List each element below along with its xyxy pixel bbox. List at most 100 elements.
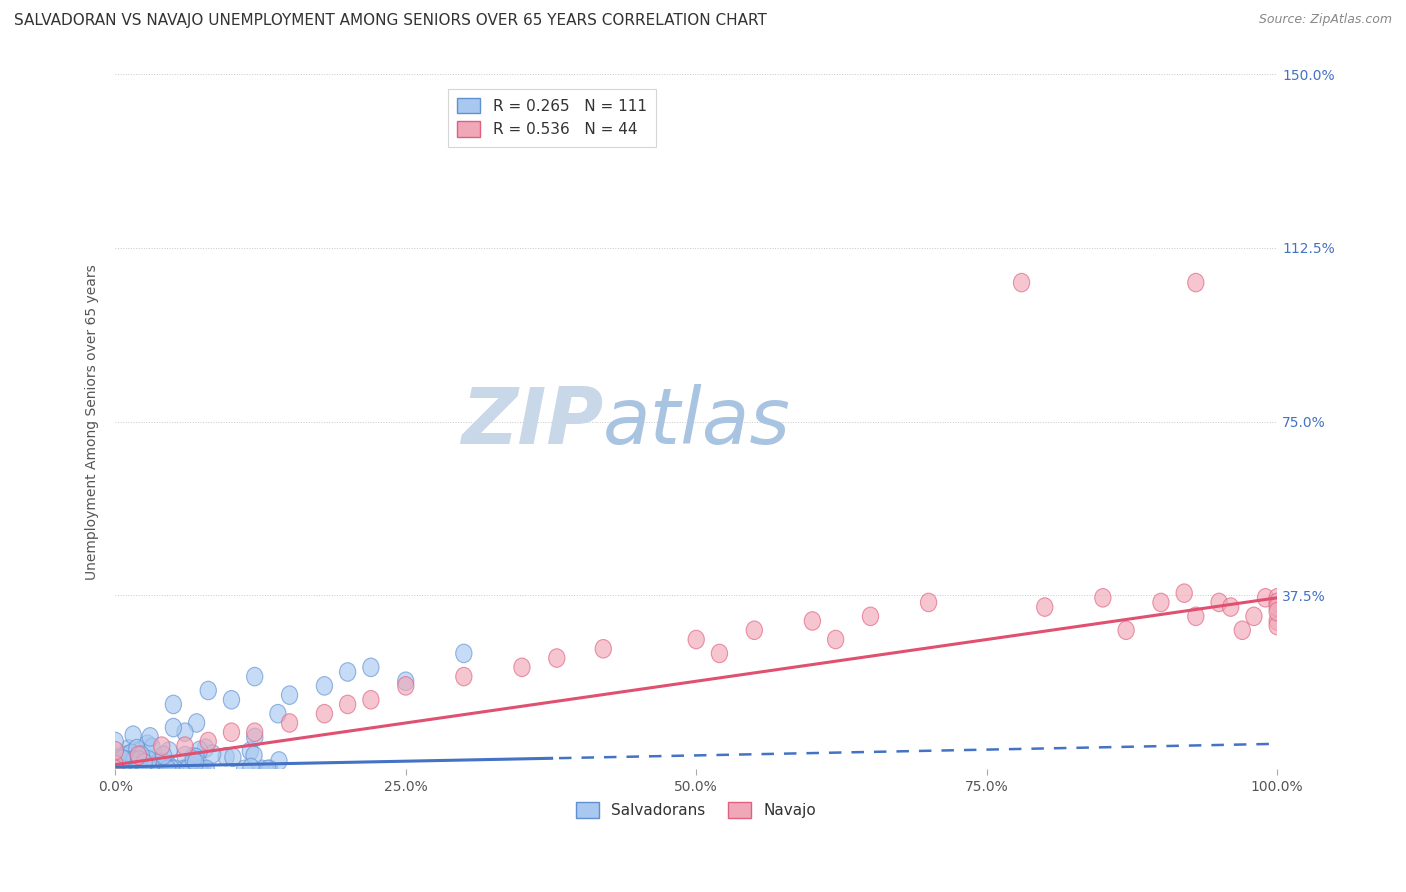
Ellipse shape <box>595 640 612 658</box>
Ellipse shape <box>122 760 139 779</box>
Ellipse shape <box>155 746 172 764</box>
Ellipse shape <box>339 663 356 681</box>
Ellipse shape <box>166 718 181 737</box>
Ellipse shape <box>160 742 177 760</box>
Ellipse shape <box>1188 607 1204 625</box>
Ellipse shape <box>146 760 163 779</box>
Ellipse shape <box>128 754 143 772</box>
Ellipse shape <box>148 759 163 778</box>
Ellipse shape <box>167 760 183 779</box>
Ellipse shape <box>270 705 285 723</box>
Ellipse shape <box>711 644 727 663</box>
Ellipse shape <box>142 728 159 746</box>
Ellipse shape <box>176 760 193 779</box>
Ellipse shape <box>131 746 146 764</box>
Ellipse shape <box>112 760 129 779</box>
Ellipse shape <box>108 752 124 771</box>
Ellipse shape <box>124 760 139 779</box>
Ellipse shape <box>363 658 380 677</box>
Ellipse shape <box>180 760 195 779</box>
Ellipse shape <box>177 737 193 756</box>
Ellipse shape <box>134 746 149 764</box>
Ellipse shape <box>316 677 333 695</box>
Ellipse shape <box>162 757 179 776</box>
Ellipse shape <box>125 755 142 773</box>
Ellipse shape <box>125 726 141 745</box>
Ellipse shape <box>114 760 131 779</box>
Ellipse shape <box>1175 584 1192 602</box>
Ellipse shape <box>121 747 136 765</box>
Ellipse shape <box>128 760 143 779</box>
Ellipse shape <box>921 593 936 612</box>
Ellipse shape <box>246 723 263 741</box>
Ellipse shape <box>262 760 278 779</box>
Ellipse shape <box>398 672 413 690</box>
Ellipse shape <box>141 751 156 770</box>
Ellipse shape <box>1095 589 1111 607</box>
Ellipse shape <box>191 741 208 760</box>
Ellipse shape <box>125 760 141 778</box>
Ellipse shape <box>194 760 211 779</box>
Ellipse shape <box>121 757 138 775</box>
Legend: Salvadorans, Navajo: Salvadorans, Navajo <box>569 796 823 824</box>
Ellipse shape <box>191 760 208 779</box>
Ellipse shape <box>108 756 125 774</box>
Ellipse shape <box>243 758 259 777</box>
Ellipse shape <box>127 760 142 779</box>
Ellipse shape <box>316 705 333 723</box>
Ellipse shape <box>141 750 156 769</box>
Ellipse shape <box>862 607 879 625</box>
Ellipse shape <box>1211 593 1227 612</box>
Ellipse shape <box>145 753 160 771</box>
Ellipse shape <box>398 677 413 695</box>
Ellipse shape <box>129 760 146 779</box>
Ellipse shape <box>160 759 176 778</box>
Ellipse shape <box>246 667 263 686</box>
Ellipse shape <box>281 714 298 732</box>
Ellipse shape <box>107 756 124 774</box>
Ellipse shape <box>188 748 204 767</box>
Ellipse shape <box>150 760 167 779</box>
Ellipse shape <box>107 732 124 751</box>
Ellipse shape <box>1234 621 1250 640</box>
Ellipse shape <box>1246 607 1263 625</box>
Ellipse shape <box>1153 593 1170 612</box>
Text: SALVADORAN VS NAVAJO UNEMPLOYMENT AMONG SENIORS OVER 65 YEARS CORRELATION CHART: SALVADORAN VS NAVAJO UNEMPLOYMENT AMONG … <box>14 13 766 29</box>
Ellipse shape <box>218 747 235 766</box>
Ellipse shape <box>166 695 181 714</box>
Ellipse shape <box>117 760 132 779</box>
Ellipse shape <box>246 728 263 747</box>
Ellipse shape <box>117 760 134 779</box>
Ellipse shape <box>138 760 155 779</box>
Ellipse shape <box>118 751 134 770</box>
Ellipse shape <box>177 723 193 741</box>
Ellipse shape <box>110 760 125 779</box>
Ellipse shape <box>153 737 170 756</box>
Ellipse shape <box>136 760 153 779</box>
Ellipse shape <box>107 741 124 760</box>
Ellipse shape <box>125 751 142 770</box>
Text: Source: ZipAtlas.com: Source: ZipAtlas.com <box>1258 13 1392 27</box>
Ellipse shape <box>127 760 143 779</box>
Ellipse shape <box>142 760 157 779</box>
Ellipse shape <box>125 760 141 779</box>
Ellipse shape <box>224 690 239 709</box>
Ellipse shape <box>188 714 205 732</box>
Text: atlas: atlas <box>603 384 792 459</box>
Ellipse shape <box>129 739 145 758</box>
Ellipse shape <box>186 751 201 769</box>
Ellipse shape <box>200 732 217 751</box>
Ellipse shape <box>1270 589 1285 607</box>
Ellipse shape <box>1257 589 1274 607</box>
Ellipse shape <box>204 745 221 764</box>
Ellipse shape <box>197 739 214 757</box>
Ellipse shape <box>1118 621 1135 640</box>
Ellipse shape <box>828 631 844 648</box>
Ellipse shape <box>120 760 136 779</box>
Ellipse shape <box>1036 598 1053 616</box>
Ellipse shape <box>224 723 239 741</box>
Ellipse shape <box>163 760 180 779</box>
Ellipse shape <box>548 648 565 667</box>
Ellipse shape <box>198 760 215 779</box>
Ellipse shape <box>456 667 472 686</box>
